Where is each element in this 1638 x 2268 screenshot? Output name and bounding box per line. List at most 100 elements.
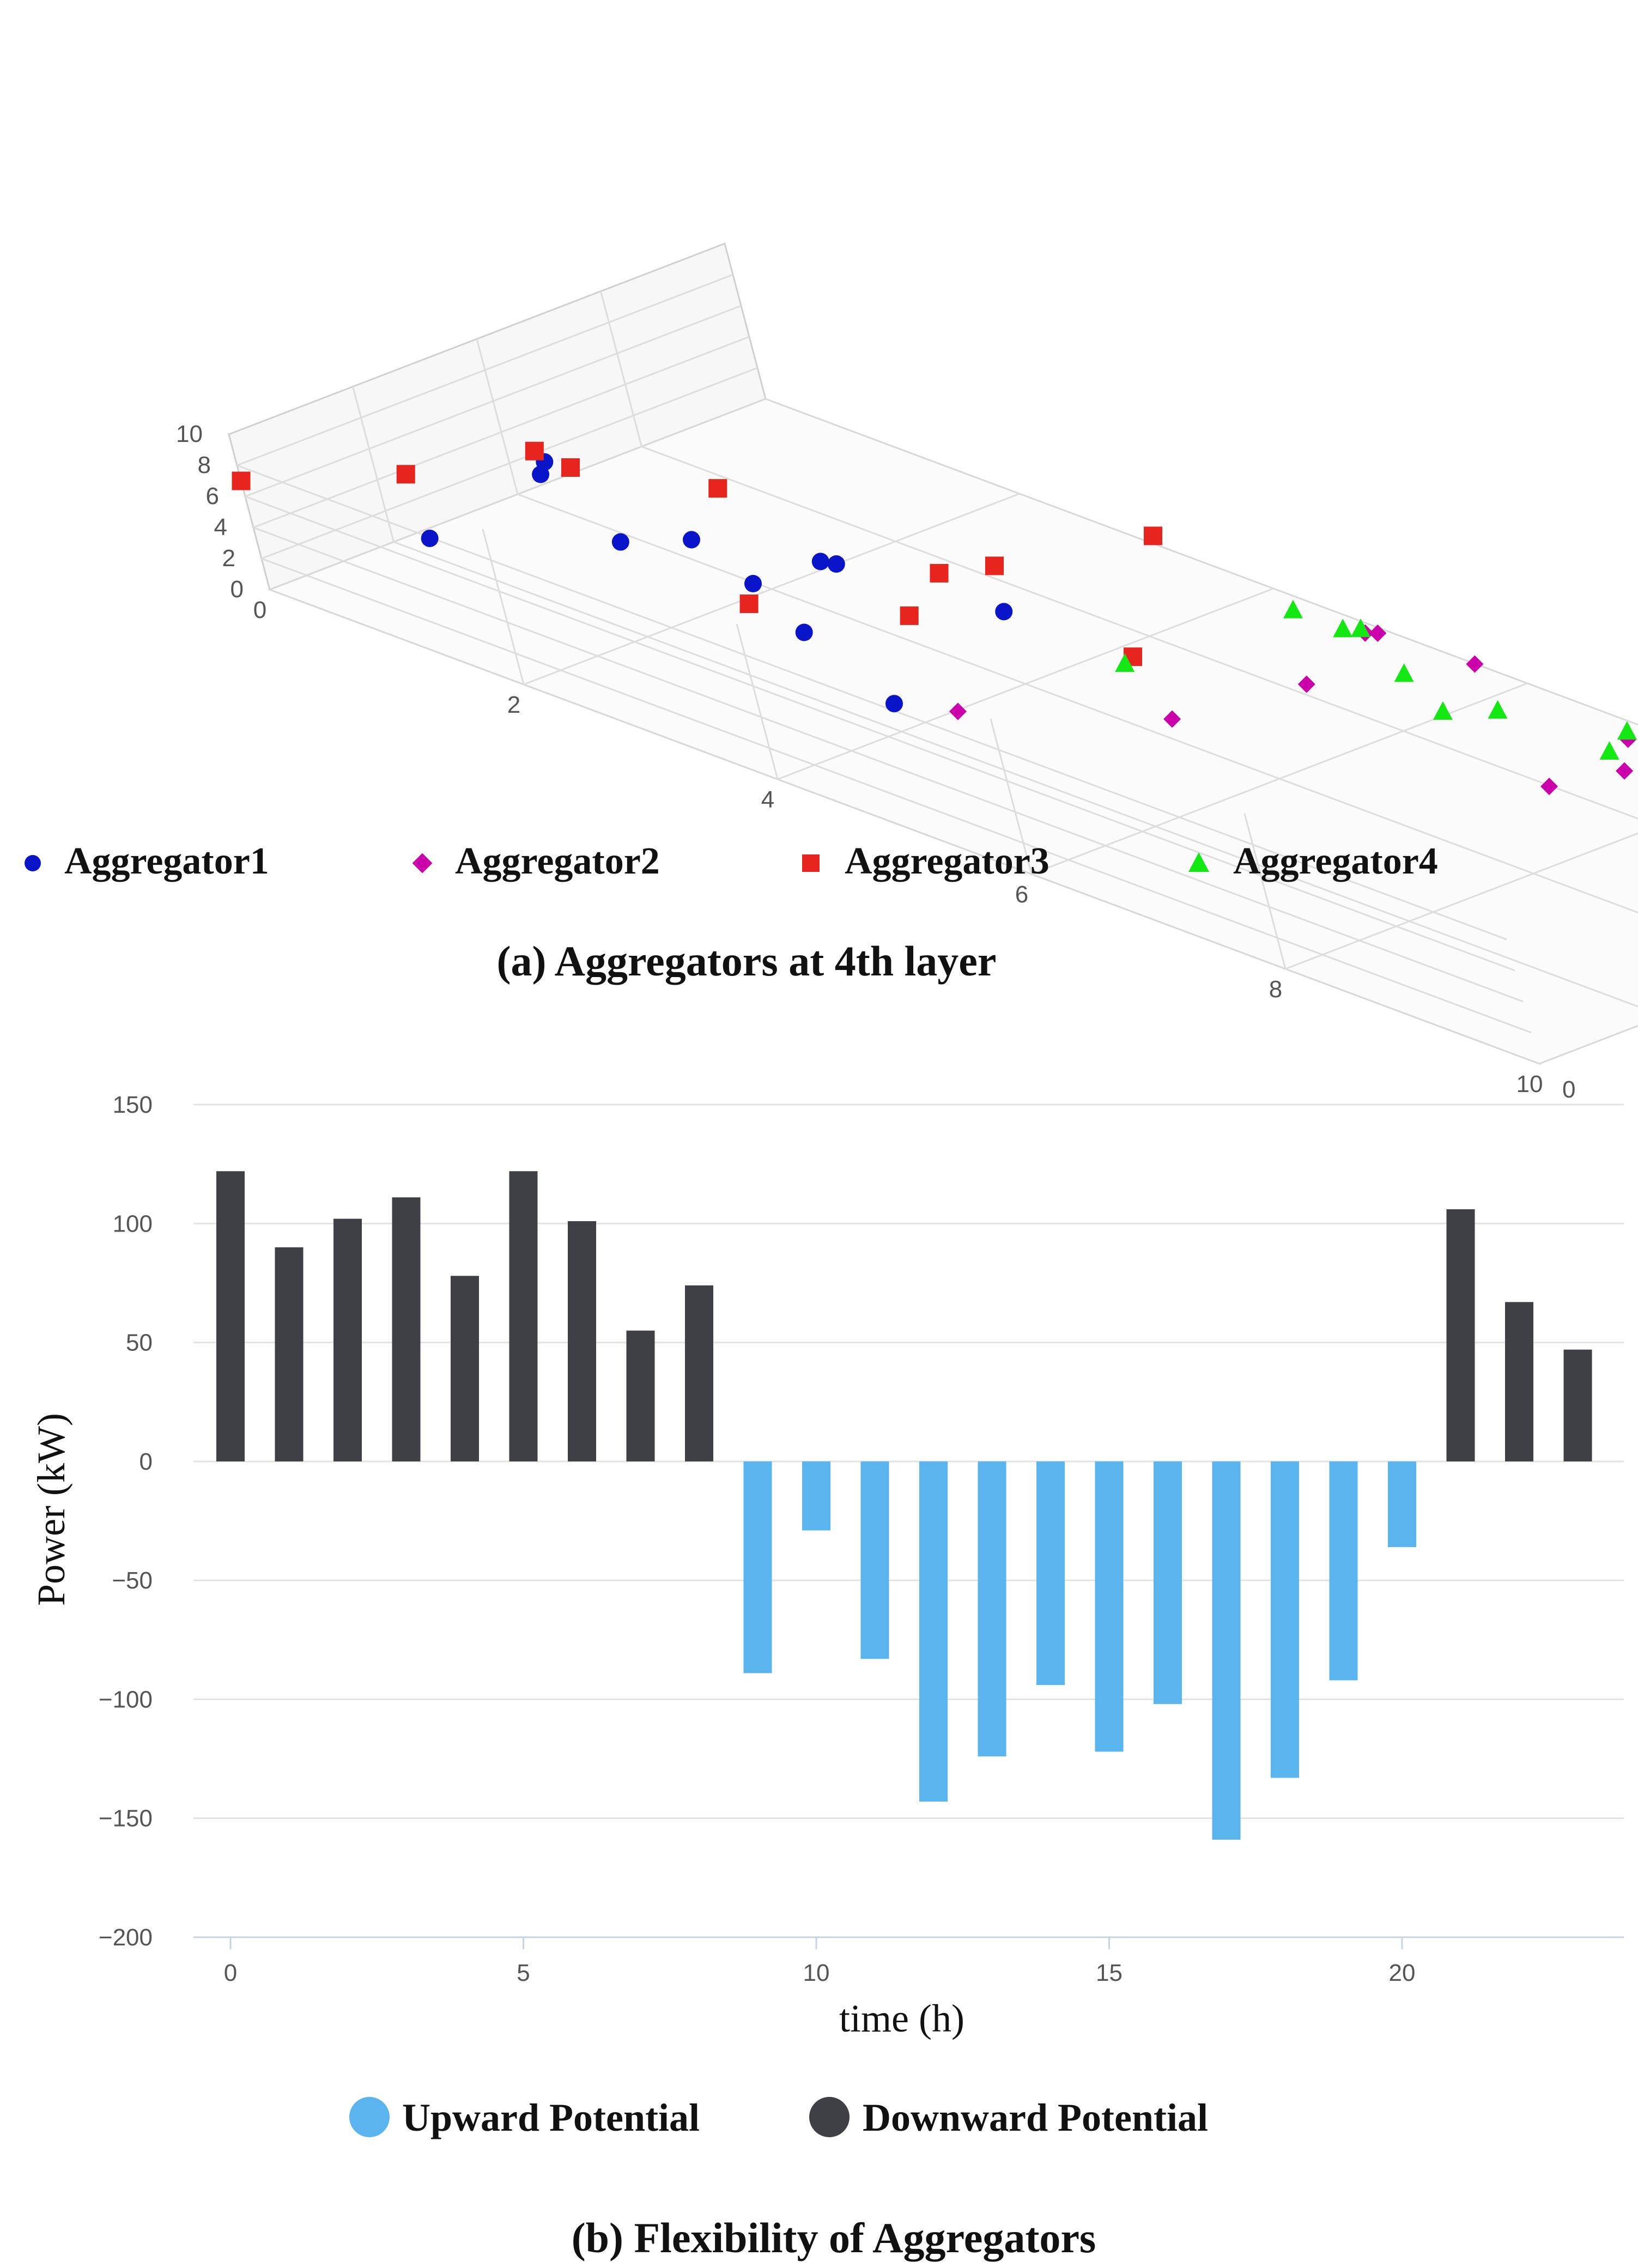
gridline-z [476, 338, 1638, 914]
legend-marker-upward [349, 2097, 390, 2137]
point-aggregator2 [1163, 710, 1181, 728]
gridline-y [251, 336, 1524, 1003]
bar-downward-8 [685, 1285, 713, 1462]
bar-marks [216, 1171, 1592, 1840]
point-aggregator2 [1540, 778, 1558, 796]
gridline-y [242, 305, 1515, 972]
y-tick-label: 10 [176, 421, 203, 447]
gridline-z [600, 291, 1638, 820]
scatter3d-chart: 024681002468100510 [176, 242, 1638, 1103]
legend-label-downward: Downward Potential [863, 2096, 1208, 2139]
point-aggregator3 [525, 441, 544, 460]
bar-upward-17 [1212, 1461, 1241, 1840]
point-aggregator1 [421, 529, 439, 547]
point-aggregator1 [795, 623, 813, 641]
bar-upward-15 [1095, 1461, 1124, 1752]
bar-legend: Upward Potential Downward Potential [349, 2096, 1208, 2139]
y-tick-label: −200 [99, 1924, 153, 1951]
point-aggregator4 [1333, 618, 1353, 638]
y-tick-label: 2 [222, 545, 235, 572]
y-tick-label: 0 [230, 576, 244, 603]
point-aggregator1 [995, 603, 1013, 621]
bar-downward-5 [509, 1171, 538, 1462]
y-tick-label: 6 [206, 483, 219, 510]
bar-downward-22 [1505, 1302, 1533, 1462]
point-aggregator3 [985, 556, 1004, 575]
point-aggregator4 [1433, 701, 1453, 720]
point-aggregator4 [1488, 700, 1508, 719]
y-tick-label: −150 [99, 1805, 153, 1832]
bar-upward-20 [1388, 1461, 1416, 1548]
bar-downward-1 [275, 1247, 304, 1462]
bar-upward-9 [743, 1461, 772, 1673]
point-aggregator3 [561, 458, 580, 477]
bar-downward-2 [333, 1218, 362, 1462]
point-aggregator3 [708, 479, 727, 498]
point-aggregator4 [1617, 721, 1637, 740]
gridline-y [234, 274, 1507, 941]
y-tick-label: 4 [214, 514, 227, 541]
scatter3d-legend: Aggregator1 Aggregator2 Aggregator3 Aggr… [25, 840, 1438, 882]
bar-downward-4 [451, 1276, 479, 1462]
point-aggregator3 [1144, 526, 1162, 545]
bar-upward-12 [919, 1461, 948, 1802]
x-tick-label: 8 [1269, 976, 1282, 1003]
bar-downward-0 [216, 1171, 245, 1462]
scatter3d-tick-labels: 024681002468100510 [176, 421, 1575, 1103]
legend-marker-aggregator2 [412, 853, 433, 874]
legend-label-aggregator2: Aggregator2 [455, 840, 660, 882]
bar-downward-6 [568, 1221, 596, 1462]
scatter3d-grid [234, 274, 1638, 1034]
bar-upward-18 [1271, 1461, 1299, 1778]
bar-upward-14 [1036, 1461, 1065, 1685]
point-aggregator3 [739, 595, 759, 613]
bar-y-axis-label: Power (kW) [29, 1413, 73, 1606]
x-tick-label: 10 [803, 1960, 830, 1986]
bar-gridlines [193, 1103, 1624, 1938]
scatter3d-markers [232, 441, 1637, 796]
y-tick-label: 50 [126, 1330, 153, 1356]
bar-x-ticks: 0 5 10 15 20 [224, 1937, 1416, 1986]
y-tick-label: −100 [99, 1686, 153, 1713]
x-tick-label: 0 [253, 597, 266, 623]
gridline-z [352, 386, 1638, 1008]
point-aggregator4 [1115, 653, 1135, 672]
bar-downward-21 [1446, 1209, 1475, 1462]
point-aggregator1 [885, 695, 903, 713]
legend-marker-aggregator3 [802, 854, 820, 872]
legend-label-aggregator1: Aggregator1 [64, 840, 269, 882]
point-aggregator2 [1616, 762, 1634, 780]
bar-upward-11 [860, 1461, 889, 1659]
bar-y-tick-labels: 150 100 50 0 −50 −100 −150 −200 [99, 1091, 153, 1951]
x-tick-label: 20 [1389, 1960, 1416, 1986]
legend-marker-aggregator4 [1188, 852, 1209, 872]
bar-downward-3 [392, 1197, 421, 1462]
point-aggregator2 [1369, 624, 1387, 642]
y-tick-label: 150 [113, 1091, 153, 1118]
y-tick-label: 100 [113, 1210, 153, 1237]
flexibility-bar-chart: 150 100 50 0 −50 −100 −150 −200 0 5 10 15 20 [99, 1091, 1624, 1986]
y-tick-label: 0 [139, 1448, 153, 1475]
x-tick-label: 15 [1096, 1960, 1123, 1986]
x-tick-label: 4 [761, 786, 774, 813]
point-aggregator3 [396, 465, 415, 484]
point-aggregator2 [1297, 675, 1315, 693]
y-tick-label: −50 [112, 1567, 153, 1594]
point-aggregator4 [1394, 663, 1414, 682]
bar-upward-16 [1154, 1461, 1182, 1705]
point-aggregator1 [744, 575, 762, 592]
point-aggregator4 [1351, 618, 1371, 637]
pane-floor [267, 398, 1638, 1065]
z-tick-label: 0 [1562, 1076, 1575, 1103]
point-aggregator1 [611, 533, 629, 551]
gridline-y [259, 367, 1532, 1034]
bar-upward-13 [978, 1461, 1006, 1757]
x-tick-label: 5 [517, 1960, 530, 1986]
point-aggregator3 [232, 471, 251, 490]
bar-x-axis-label: time (h) [839, 1997, 964, 2040]
point-aggregator3 [930, 563, 949, 583]
x-tick-label: 0 [224, 1960, 237, 1986]
point-aggregator4 [1283, 599, 1303, 618]
point-aggregator1 [811, 553, 829, 571]
